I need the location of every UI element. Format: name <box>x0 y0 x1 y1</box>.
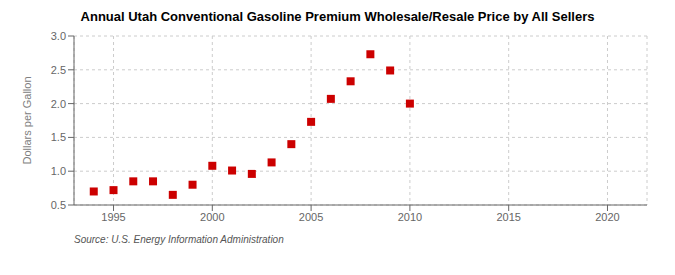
svg-text:Dollars per Gallon: Dollars per Gallon <box>21 76 33 164</box>
svg-text:1.5: 1.5 <box>51 131 66 143</box>
svg-text:2.0: 2.0 <box>51 98 66 110</box>
svg-text:2015: 2015 <box>496 211 520 223</box>
svg-text:2000: 2000 <box>200 211 224 223</box>
svg-text:2010: 2010 <box>398 211 422 223</box>
svg-text:1995: 1995 <box>101 211 125 223</box>
html-text:Annual Utah Conventional Gasol: Annual Utah Conventional Gasoline Premiu… <box>80 9 595 24</box>
html-text:Source: U.S. Energy Informatio: Source: U.S. Energy Information Administ… <box>74 234 284 245</box>
svg-text:1.0: 1.0 <box>51 165 66 177</box>
svg-text:2005: 2005 <box>299 211 323 223</box>
svg-text:2020: 2020 <box>595 211 619 223</box>
svg-text:0.5: 0.5 <box>51 199 66 211</box>
svg-text:2.5: 2.5 <box>51 64 66 76</box>
svg-text:3.0: 3.0 <box>51 30 66 42</box>
